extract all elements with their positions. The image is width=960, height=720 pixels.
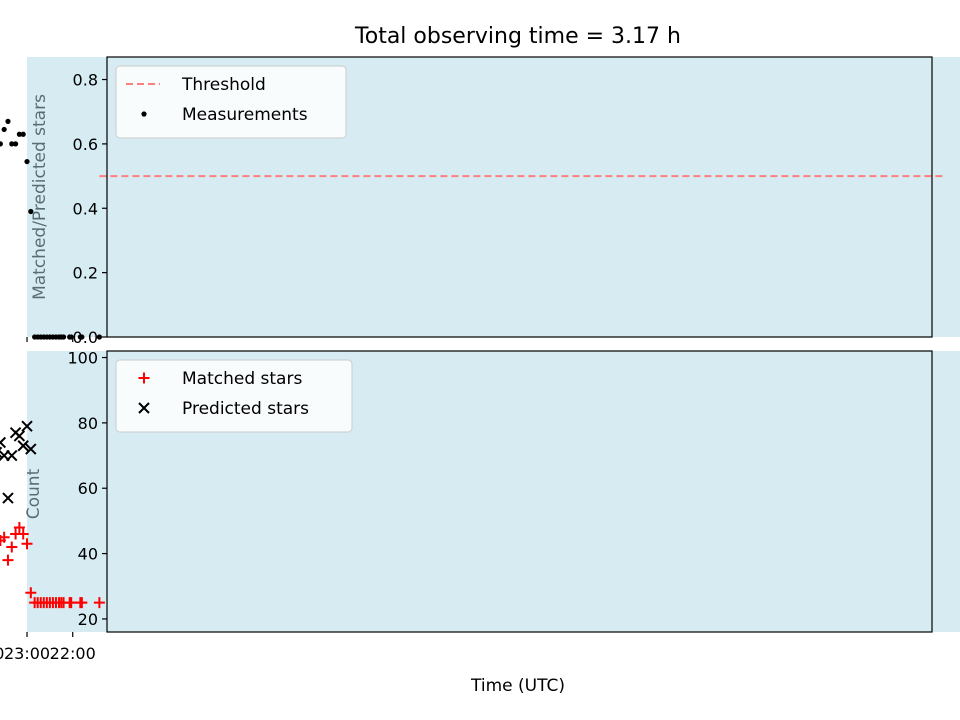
matched-stars-point <box>29 597 41 609</box>
measurement-point <box>0 141 3 147</box>
x-axis-label: Time (UTC) <box>470 676 565 696</box>
predicted-stars-point <box>21 420 33 432</box>
ratio-panel: Matched/Predicted stars 0.00.20.40.60.8T… <box>0 56 960 347</box>
top-y-tick-label: 0.2 <box>73 264 98 283</box>
matched-stars-point <box>0 539 3 542</box>
top-y-tick-label: 0.0 <box>73 328 98 347</box>
matched-stars-point <box>10 528 22 540</box>
predicted-stars-point <box>2 492 14 504</box>
matched-stars-point <box>2 554 14 566</box>
measurement-point <box>28 208 34 215</box>
bottom-y-tick-label: 40 <box>78 545 98 564</box>
x-tick-label: 22:00 <box>50 644 96 663</box>
bottom-y-tick-label: 80 <box>78 414 98 433</box>
top-y-tick-label: 0.6 <box>73 135 98 154</box>
measurement-point <box>24 158 30 165</box>
figure-title: Total observing time = 3.17 h <box>354 24 681 49</box>
measurement-point <box>32 334 38 340</box>
legend-label: Threshold <box>181 75 266 95</box>
measurement-point <box>20 131 26 137</box>
legend-label: Predicted stars <box>182 399 309 419</box>
legend-label: Measurements <box>182 105 308 125</box>
top-plot-frame <box>106 56 933 338</box>
top-y-tick-label: 0.4 <box>73 199 98 218</box>
top-legend-box <box>115 65 347 139</box>
measurement-point <box>77 334 83 340</box>
count-panel: Count 2040608010022:0023:0000:0001:0002:… <box>0 349 960 663</box>
measurement-point <box>5 118 11 124</box>
bottom-y-tick-label: 20 <box>78 610 98 629</box>
legend-measurements-swatch <box>141 111 147 117</box>
bottom-legend-box <box>115 359 353 433</box>
predicted-stars-point <box>9 426 22 439</box>
legend-matched-swatch <box>138 372 150 384</box>
matched-stars-point <box>21 538 33 550</box>
bottom-y-tick-label: 60 <box>78 479 98 498</box>
top-legend: Threshold Measurements <box>115 65 347 139</box>
matched-stars-point <box>25 587 37 599</box>
bottom-plot-frame <box>106 350 933 633</box>
predicted-stars-point <box>0 436 7 449</box>
predicted-stars-point <box>25 443 37 455</box>
legend-predicted-swatch <box>138 402 150 414</box>
predicted-stars-point <box>17 440 29 452</box>
measurement-point <box>16 131 22 137</box>
x-tick-label: 00:00 <box>0 644 4 663</box>
measurement-point <box>12 141 19 147</box>
bottom-legend: Matched stars Predicted stars <box>115 359 353 433</box>
bottom-y-tick-label: 100 <box>67 349 98 368</box>
measurement-point <box>96 334 102 340</box>
legend-label: Matched stars <box>182 369 302 389</box>
matched-stars-point <box>13 521 25 533</box>
measurement-point <box>1 126 7 133</box>
x-tick-label: 23:00 <box>4 644 50 663</box>
top-y-tick-label: 0.8 <box>73 71 98 90</box>
predicted-stars-point <box>0 449 10 462</box>
matched-stars-point <box>93 597 105 609</box>
measurement-point <box>9 141 15 147</box>
matched-stars-point <box>6 541 18 553</box>
measurement-point <box>67 334 73 340</box>
